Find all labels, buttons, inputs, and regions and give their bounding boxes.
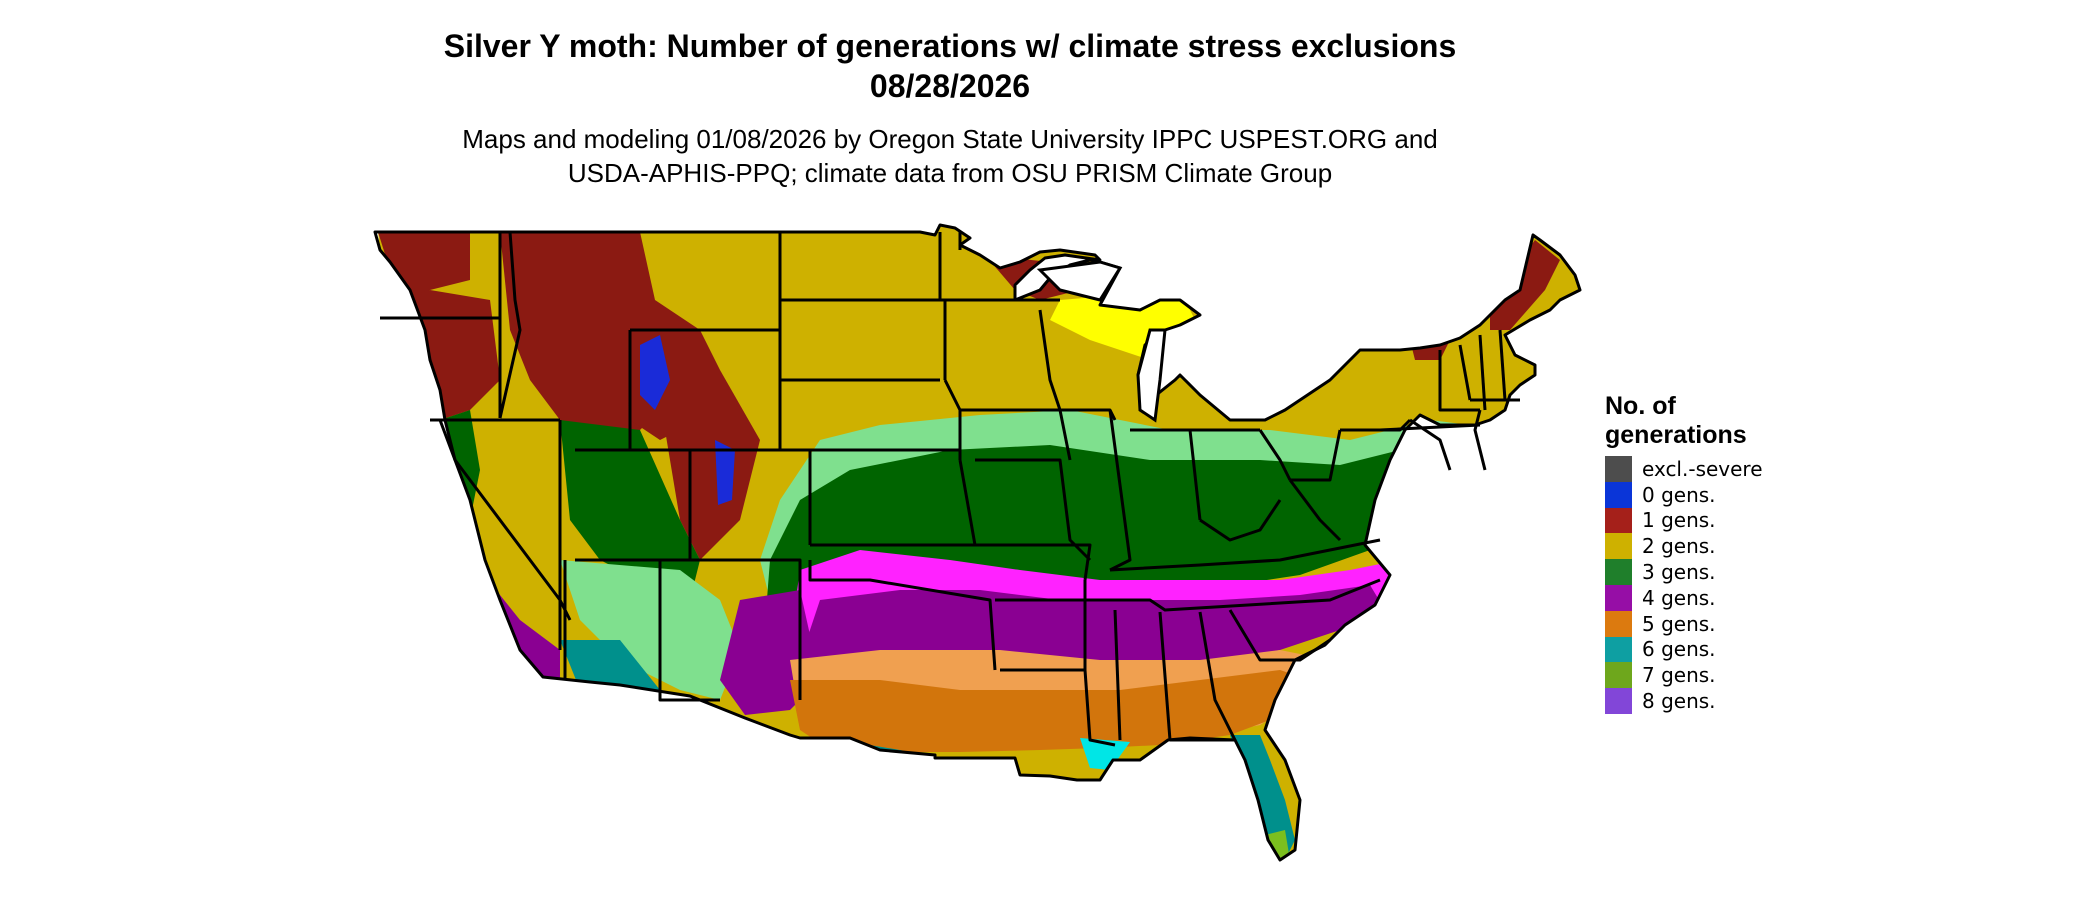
legend-swatch bbox=[1605, 507, 1632, 534]
us-generations-map bbox=[373, 223, 1582, 862]
legend-swatch bbox=[1605, 610, 1632, 637]
legend-label: 4 gens. bbox=[1642, 585, 1716, 610]
legend-label: 3 gens. bbox=[1642, 560, 1716, 585]
lake-superior-gap bbox=[1036, 260, 1123, 302]
legend-title: No. of generations bbox=[1605, 392, 1865, 450]
legend-swatch bbox=[1605, 662, 1632, 689]
legend-label: 8 gens. bbox=[1642, 689, 1716, 714]
legend-item: 5 gens. bbox=[1605, 610, 1865, 637]
zone-1-gen-colorado bbox=[660, 370, 760, 560]
legend-item: 2 gens. bbox=[1605, 533, 1865, 560]
zone-5-gens bbox=[790, 670, 1310, 752]
legend-label: excl.-severe bbox=[1642, 456, 1763, 481]
zone-3-gens bbox=[765, 445, 1440, 625]
legend-swatch bbox=[1605, 688, 1632, 714]
zone-0-gen-wyoming bbox=[640, 335, 670, 410]
legend-item: 3 gens. bbox=[1605, 559, 1865, 585]
legend-label: 1 gens. bbox=[1642, 508, 1716, 533]
state-borders bbox=[373, 223, 1582, 862]
legend-item: 8 gens. bbox=[1605, 688, 1865, 714]
map-date: 08/28/2026 bbox=[869, 68, 1031, 104]
legend-swatch bbox=[1605, 584, 1632, 611]
legend-item: 7 gens. bbox=[1605, 662, 1865, 689]
legend-items: excl.-severe 0 gens. 1 gens. 2 gens. 3 gens.… bbox=[1605, 456, 1865, 714]
zone-7-gens-texas-tip bbox=[870, 840, 900, 860]
legend-swatch bbox=[1605, 636, 1632, 663]
legend-swatch bbox=[1605, 456, 1632, 482]
zone-3-gens-light-arizona bbox=[560, 560, 740, 700]
legend-swatch bbox=[1605, 481, 1632, 508]
legend-title-line-1: No. of bbox=[1605, 392, 1676, 420]
legend: No. of generations excl.-severe 0 gens. 1 … bbox=[1605, 392, 1865, 714]
legend-label: 6 gens. bbox=[1642, 637, 1716, 662]
legend-item: 0 gens. bbox=[1605, 481, 1865, 508]
legend-swatch bbox=[1605, 533, 1632, 560]
legend-item: excl.-severe bbox=[1605, 456, 1865, 482]
map-credit-line-1: Maps and modeling 01/08/2026 by Oregon S… bbox=[462, 124, 1438, 154]
great-lakes bbox=[1036, 260, 1167, 423]
legend-label: 2 gens. bbox=[1642, 534, 1716, 559]
legend-item: 1 gens. bbox=[1605, 507, 1865, 534]
legend-label: 0 gens. bbox=[1642, 482, 1716, 507]
legend-item: 6 gens. bbox=[1605, 636, 1865, 663]
zone-6-gens-light-gulf bbox=[1080, 738, 1130, 770]
zone-3-gens-great-basin bbox=[560, 420, 700, 600]
zone-0-gen-colorado bbox=[715, 440, 735, 505]
map-credit-line-2: USDA-APHIS-PPQ; climate data from OSU PR… bbox=[567, 158, 1333, 188]
lake-michigan bbox=[1136, 328, 1167, 423]
legend-label: 7 gens. bbox=[1642, 663, 1716, 688]
map-title: Silver Y moth: Number of generations w/ … bbox=[443, 28, 1457, 64]
legend-label: 5 gens. bbox=[1642, 611, 1716, 636]
legend-item: 4 gens. bbox=[1605, 584, 1865, 611]
legend-swatch bbox=[1605, 559, 1632, 585]
generation-zones bbox=[378, 225, 1580, 860]
legend-title-line-2: generations bbox=[1605, 421, 1747, 449]
zone-1-gen-maine bbox=[1490, 240, 1560, 330]
